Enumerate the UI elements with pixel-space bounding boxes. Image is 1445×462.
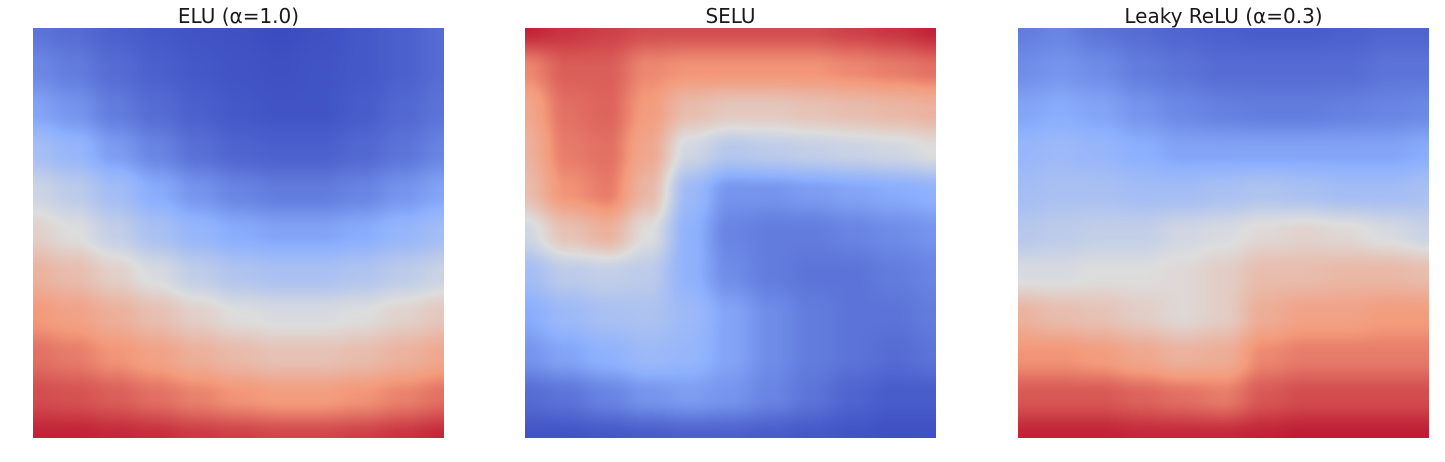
panel-title-leaky-relu: Leaky ReLU (α=0.3): [1124, 4, 1323, 28]
heatmap-elu: [33, 28, 444, 438]
heatmap-leaky-relu: [1018, 28, 1429, 438]
heatmap-selu: [525, 28, 936, 438]
panel-title-selu: SELU: [705, 4, 756, 28]
panel-title-elu: ELU (α=1.0): [177, 4, 300, 28]
